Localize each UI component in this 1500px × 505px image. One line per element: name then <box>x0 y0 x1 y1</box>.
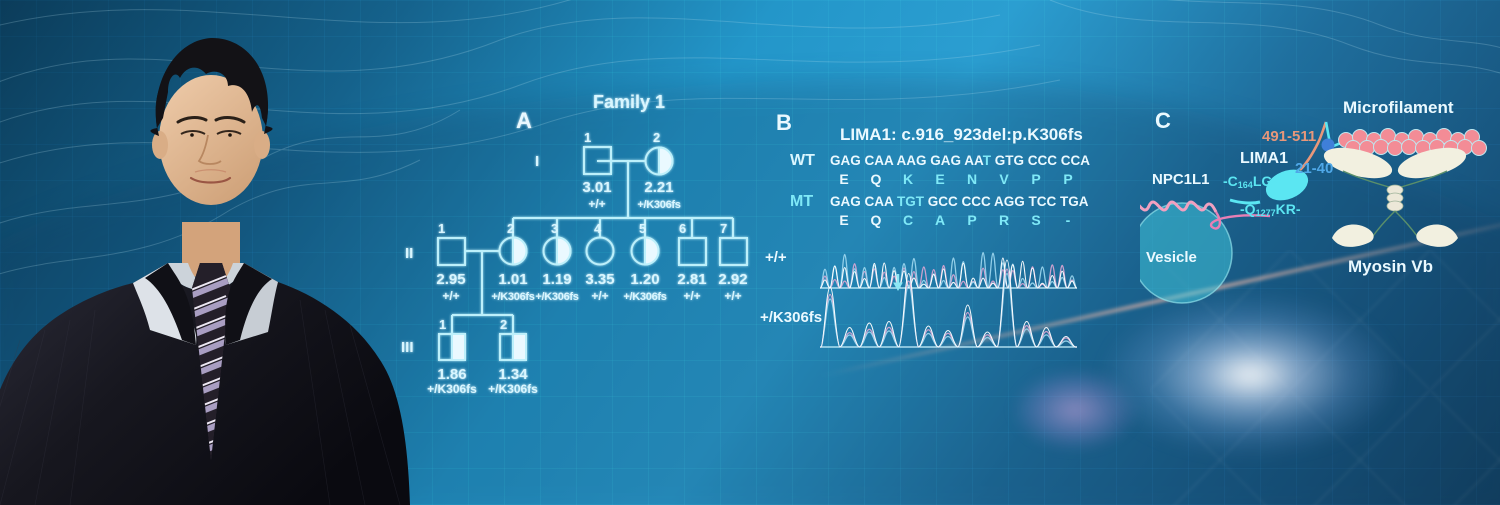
svg-text:1: 1 <box>439 317 446 332</box>
svg-text:+/+: +/+ <box>724 289 741 303</box>
svg-text:-Q1277KR-: -Q1277KR- <box>1240 201 1301 218</box>
svg-text:K: K <box>903 171 913 187</box>
svg-text:2: 2 <box>507 221 514 236</box>
svg-text:R: R <box>999 212 1009 228</box>
svg-text:3.01: 3.01 <box>582 179 611 196</box>
svg-text:C: C <box>1155 108 1171 133</box>
svg-text:5: 5 <box>639 221 646 236</box>
svg-text:P: P <box>967 212 976 228</box>
svg-text:+/+: +/+ <box>683 289 700 303</box>
svg-text:+/K306fs: +/K306fs <box>535 291 578 303</box>
svg-text:2.81: 2.81 <box>677 271 706 288</box>
svg-text:S: S <box>1031 212 1040 228</box>
svg-text:1.86: 1.86 <box>437 366 466 383</box>
svg-text:2: 2 <box>500 317 507 332</box>
svg-text:III: III <box>401 339 414 356</box>
svg-text:Microfilament: Microfilament <box>1343 98 1454 117</box>
svg-text:+/K306fs: +/K306fs <box>623 291 666 303</box>
svg-text:Vesicle: Vesicle <box>1146 249 1197 266</box>
svg-text:1.20: 1.20 <box>630 271 659 288</box>
svg-text:I: I <box>535 153 539 170</box>
svg-text:+/+: +/+ <box>591 289 608 303</box>
svg-text:+/K306fs: +/K306fs <box>427 382 477 396</box>
svg-text:3.35: 3.35 <box>585 271 614 288</box>
svg-text:7: 7 <box>720 221 727 236</box>
svg-text:+/K306fs: +/K306fs <box>637 199 680 211</box>
svg-text:A: A <box>935 212 945 228</box>
svg-text:LIMA1: LIMA1 <box>1240 150 1288 167</box>
svg-text:4: 4 <box>594 221 602 236</box>
svg-text:+/+: +/+ <box>588 197 605 211</box>
svg-text:E: E <box>935 171 944 187</box>
svg-text:1: 1 <box>438 221 445 236</box>
svg-text:491-511: 491-511 <box>1262 128 1316 145</box>
svg-text:+/+: +/+ <box>442 289 459 303</box>
svg-text:2.95: 2.95 <box>436 271 465 288</box>
svg-text:1.01: 1.01 <box>498 271 527 288</box>
svg-text:1: 1 <box>584 130 591 145</box>
svg-text:+/K306fs: +/K306fs <box>488 382 538 396</box>
svg-text:Myosin Vb: Myosin Vb <box>1348 257 1433 276</box>
svg-text:-C164LG-: -C164LG- <box>1223 173 1277 190</box>
svg-text:E: E <box>839 171 848 187</box>
svg-text:LIMA1: c.916_923del:p.K306fs: LIMA1: c.916_923del:p.K306fs <box>840 125 1083 144</box>
svg-text:1.34: 1.34 <box>498 366 528 383</box>
svg-text:C: C <box>903 212 913 228</box>
svg-text:2.21: 2.21 <box>644 179 673 196</box>
svg-text:+/+: +/+ <box>765 249 787 266</box>
svg-text:A: A <box>516 108 532 133</box>
svg-text:V: V <box>999 171 1009 187</box>
svg-text:2.92: 2.92 <box>718 271 747 288</box>
svg-text:B: B <box>776 110 792 135</box>
svg-text:P: P <box>1063 171 1072 187</box>
svg-text:+/K306fs: +/K306fs <box>491 291 534 303</box>
svg-text:MT: MT <box>790 193 813 210</box>
svg-text:1.19: 1.19 <box>542 271 571 288</box>
svg-text:GAG CAA TGT GCC CCC AGG TCC TG: GAG CAA TGT GCC CCC AGG TCC TGA <box>830 194 1089 209</box>
svg-text:+/K306fs: +/K306fs <box>760 309 822 326</box>
svg-text:6: 6 <box>679 221 686 236</box>
svg-text:GAG CAA AAG GAG AAT GTG CCC CC: GAG CAA AAG GAG AAT GTG CCC CCA <box>830 153 1090 168</box>
svg-text:WT: WT <box>790 152 815 169</box>
svg-text:E: E <box>839 212 848 228</box>
svg-text:3: 3 <box>551 221 558 236</box>
svg-text:Q: Q <box>871 171 882 187</box>
svg-text:Q: Q <box>871 212 882 228</box>
svg-text:P: P <box>1031 171 1040 187</box>
svg-text:NPC1L1: NPC1L1 <box>1152 171 1210 188</box>
svg-text:-: - <box>1066 212 1071 228</box>
svg-text:II: II <box>405 245 413 262</box>
svg-text:2: 2 <box>653 130 660 145</box>
svg-text:21-40: 21-40 <box>1295 160 1333 177</box>
svg-text:Family 1: Family 1 <box>593 92 665 112</box>
svg-text:N: N <box>967 171 977 187</box>
